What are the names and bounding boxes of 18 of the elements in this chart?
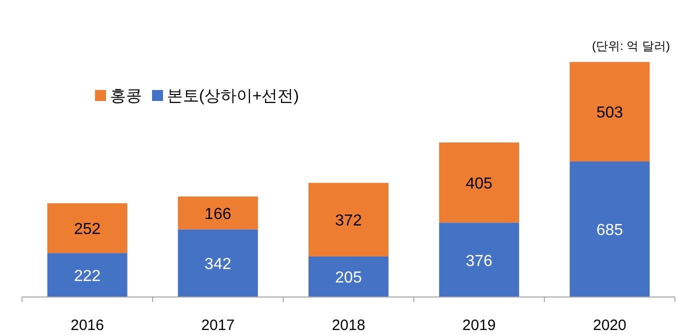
x-tick-label: 2019: [462, 317, 496, 334]
legend-label: 홍콩: [110, 88, 142, 105]
data-label: 376: [466, 252, 493, 270]
data-label: 405: [466, 176, 493, 193]
data-label: 222: [74, 268, 101, 286]
legend-label: 본토(상하이+선전): [167, 88, 299, 105]
x-tick-label: 2018: [332, 317, 366, 334]
data-label: 503: [596, 104, 624, 122]
data-label: 205: [335, 270, 362, 287]
data-label: 685: [596, 222, 624, 240]
x-tick-label: 2016: [70, 317, 104, 334]
data-label: 166: [204, 206, 232, 223]
data-label: 372: [335, 212, 362, 230]
data-label: 252: [74, 221, 101, 238]
x-tick-label: 2017: [201, 317, 235, 334]
text: (단위: 억 달러): [592, 39, 670, 53]
x-tick-label: 2020: [593, 317, 626, 334]
data-label: 342: [204, 256, 232, 274]
